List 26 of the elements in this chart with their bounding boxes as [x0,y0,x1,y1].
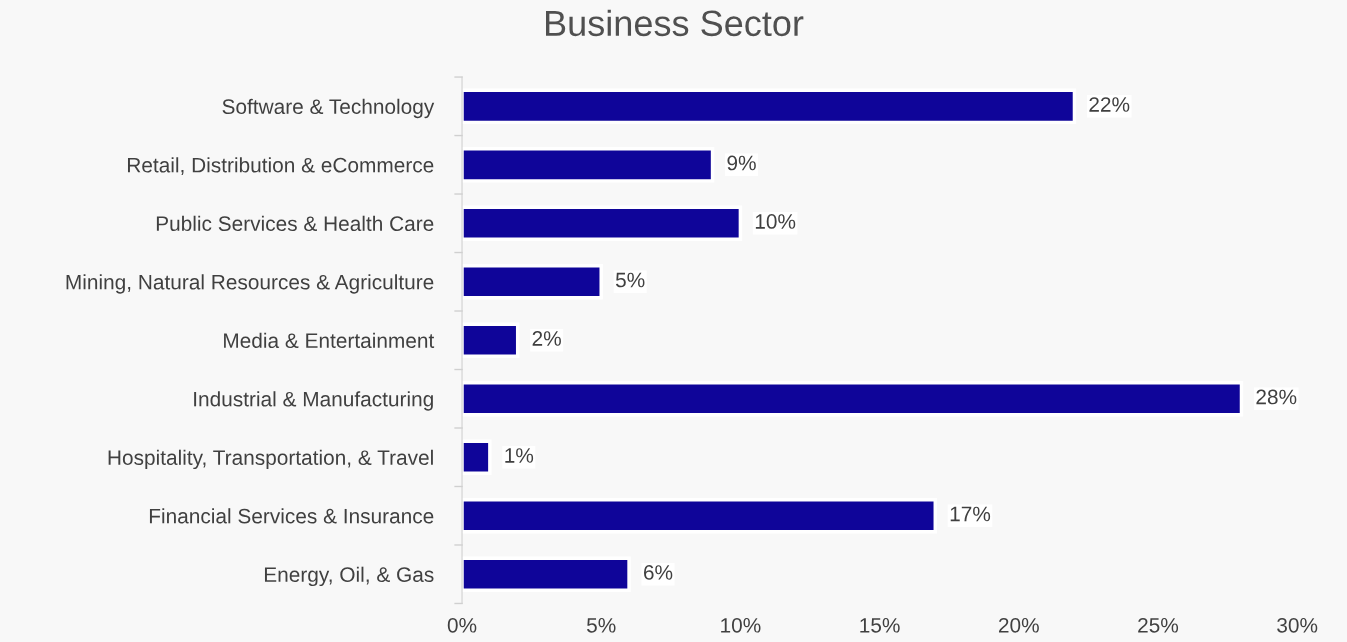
y-tick-label: Retail, Distribution & eCommerce [127,157,434,175]
chart-title: Business Sector [546,9,804,37]
y-tick-label: Hospitality, Transportation, & Travel [108,449,433,470]
y-tick-label: Media & Entertainment [224,332,435,349]
y-tick-label: Energy, Oil, & Gas [264,566,434,587]
x-tick-label: 25% [1138,617,1179,633]
y-tick-label: Public Services & Health Care [156,215,434,232]
data-label: 22% [1089,97,1130,112]
x-tick-label: 5% [586,618,616,633]
data-label: 6% [644,565,673,580]
data-label: 10% [755,214,796,229]
data-label: 5% [615,272,645,288]
y-tick-label: Mining, Natural Resources & Agriculture [66,274,434,294]
y-tick-label: Software & Technology [222,98,435,119]
data-label: 17% [950,506,991,522]
data-label: 28% [1256,389,1297,405]
x-tick-label: 0% [447,617,477,633]
data-label: 2% [532,331,561,346]
x-tick-label: 20% [998,617,1039,633]
x-tick-label: 30% [1277,617,1318,633]
data-label: 9% [727,155,756,171]
y-tick-label: Industrial & Manufacturing [194,391,433,411]
y-tick-label: Financial Services & Insurance [149,508,434,524]
x-tick-label: 10% [721,617,761,633]
x-tick-label: 15% [860,618,900,633]
data-label: 1% [505,448,534,463]
